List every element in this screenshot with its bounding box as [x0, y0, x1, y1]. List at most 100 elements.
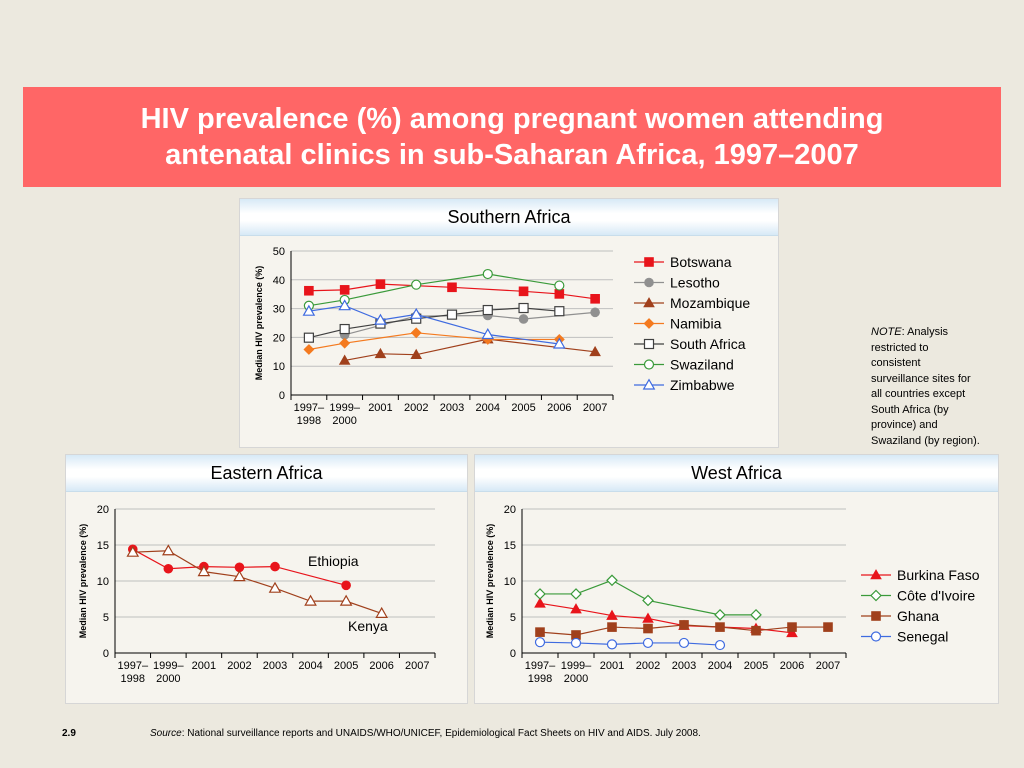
data-point-kenya: [304, 594, 317, 606]
data-point-senegal: [570, 637, 582, 649]
x-tick-label: 2003: [672, 660, 696, 672]
data-point-zimbabwe: [481, 328, 495, 340]
legend-label: Swaziland: [670, 357, 734, 373]
series-line-south-africa: [308, 307, 560, 339]
legend-item-lesotho: Lesotho: [634, 275, 720, 291]
data-point-kenya: [197, 565, 211, 577]
x-tick-label: 2005: [744, 660, 768, 672]
x-tick-label: 2005: [334, 660, 358, 672]
data-point-botswana: [339, 285, 350, 295]
x-tick-label: 2006: [369, 660, 393, 672]
series-senegal: [534, 637, 726, 651]
series-botswana: [304, 279, 600, 304]
data-point-mozambique: [410, 348, 423, 359]
data-point-ethiopia: [341, 580, 351, 591]
x-tick-label: 1997– 1998: [525, 660, 556, 685]
data-point-namibia: [410, 327, 422, 339]
data-point-botswana: [375, 279, 386, 289]
legend-item-mozambique: Mozambique: [634, 295, 750, 311]
data-point-kenya: [375, 606, 389, 618]
note-body: : Analysis restricted to consistent surv…: [871, 326, 980, 447]
y-tick-label: 50: [273, 246, 285, 258]
x-tick-label: 2001: [192, 660, 216, 672]
x-tick-label: 2003: [440, 402, 464, 414]
legend-item-namibia: Namibia: [634, 316, 722, 332]
data-point-swaziland: [411, 279, 422, 290]
data-point-swaziland: [482, 268, 493, 280]
data-point-c-te-d-ivoire: [570, 588, 582, 600]
source-citation: Source: National surveillance reports an…: [150, 728, 701, 739]
slide-number: 2.9: [62, 728, 76, 739]
legend-label: Botswana: [670, 254, 732, 270]
series-swaziland: [303, 268, 565, 311]
legend-marker: [871, 611, 881, 621]
data-point-ethiopia: [163, 563, 174, 574]
x-tick-label: 2004: [298, 660, 322, 672]
data-point-burkina-faso: [570, 603, 582, 614]
source-text: : National surveillance reports and UNAI…: [181, 728, 701, 739]
data-point-mozambique: [589, 345, 601, 357]
x-tick-label: 1997– 1998: [294, 402, 325, 427]
data-point-zimbabwe: [302, 304, 316, 316]
data-point-c-te-d-ivoire: [642, 594, 654, 607]
legend-marker: [644, 277, 654, 288]
data-point-south-africa: [482, 304, 493, 316]
series-line-ethiopia: [132, 548, 347, 586]
y-tick-label: 20: [273, 332, 285, 344]
data-point-c-te-d-ivoire: [714, 608, 726, 621]
x-tick-label: 1999– 2000: [329, 402, 360, 427]
x-tick-label: 1997– 1998: [117, 660, 148, 685]
legend-label: Zimbabwe: [670, 377, 735, 393]
legend-item-burkina-faso: Burkina Faso: [861, 567, 980, 583]
legend-item-c-te-d-ivoire: Côte d'Ivoire: [861, 588, 975, 604]
data-point-kenya: [268, 581, 282, 593]
x-tick-label: 2004: [708, 660, 732, 672]
data-point-swaziland: [554, 280, 565, 291]
data-point-burkina-faso: [534, 597, 546, 608]
y-tick-label: 15: [97, 540, 109, 552]
legend-marker: [643, 338, 655, 350]
legend-item-botswana: Botswana: [634, 254, 732, 270]
legend-item-senegal: Senegal: [861, 629, 948, 645]
eastern-africa-panel: Eastern Africa 0 5 10 15 20 1997– 1998 1999– 200…: [65, 454, 468, 704]
x-tick-label: 2007: [816, 660, 840, 672]
west-africa-heading: West Africa: [475, 455, 998, 492]
legend-marker: [643, 297, 655, 308]
data-point-ghana: [643, 623, 653, 634]
data-point-mozambique: [374, 347, 387, 359]
data-point-burkina-faso: [606, 609, 618, 620]
x-tick-label: 2001: [368, 402, 392, 414]
data-point-zimbabwe: [374, 313, 387, 325]
legend-item-swaziland: Swaziland: [634, 357, 734, 373]
series-ghana: [535, 620, 833, 640]
legend-label: Ghana: [897, 608, 939, 624]
data-point-senegal: [642, 637, 654, 649]
y-tick-label: 0: [279, 390, 285, 402]
data-point-botswana: [304, 285, 314, 296]
legend-marker: [643, 318, 655, 329]
eastern-africa-heading: Eastern Africa: [66, 455, 467, 492]
y-tick-label: 0: [103, 648, 109, 660]
y-tick-label: 20: [97, 504, 109, 516]
y-tick-label: 30: [273, 304, 285, 316]
data-point-senegal: [714, 639, 726, 651]
x-tick-label: 2001: [600, 660, 624, 672]
y-tick-label: 0: [510, 648, 516, 660]
x-tick-label: 2007: [405, 660, 429, 672]
data-point-ghana: [535, 627, 545, 637]
series-line-kenya: [132, 550, 382, 614]
data-point-botswana: [518, 286, 529, 297]
legend-item-zimbabwe: Zimbabwe: [634, 377, 735, 393]
data-point-senegal: [678, 637, 690, 649]
data-point-south-africa: [303, 332, 314, 343]
legend-label: South Africa: [670, 336, 746, 352]
note-label: NOTE: [871, 326, 902, 338]
data-point-ghana: [679, 620, 689, 630]
legend-marker: [643, 359, 655, 370]
data-point-ghana: [751, 625, 761, 636]
x-tick-label: 1999– 2000: [153, 660, 184, 685]
legend-marker: [644, 257, 654, 267]
y-axis-title: Median HIV prevalence (%): [485, 524, 495, 639]
series-zimbabwe: [302, 299, 566, 349]
